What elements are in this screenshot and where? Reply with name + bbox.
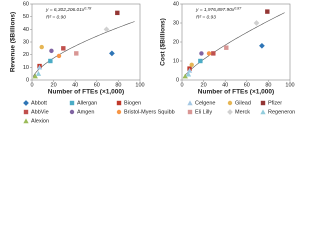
point <box>35 71 42 76</box>
legend-label: AbbVie <box>31 109 49 115</box>
legend-label: Bristol-Myers Squibb <box>124 109 175 115</box>
equation-text: y = 1,976,897.90x <box>195 7 235 13</box>
r-squared: R² = 0.93 <box>196 14 216 20</box>
legend-marker <box>227 109 233 115</box>
equation: y = 6,302,206.01x0.78 <box>45 6 91 13</box>
x-tick-label: 0 <box>30 82 33 88</box>
y-tick-label: 30 <box>173 20 179 26</box>
point <box>206 51 212 56</box>
legend-marker <box>69 100 75 106</box>
y-tick-label: 0 <box>26 77 29 83</box>
equation-exponent: 0.78 <box>84 6 91 10</box>
x-tick-label: 80 <box>115 82 121 88</box>
y-tick-label: 30 <box>23 39 29 45</box>
legend-label: Biogen <box>124 100 141 106</box>
legend-label: Celgene <box>195 100 216 106</box>
y-tick-label: 40 <box>23 27 29 33</box>
x-axis-label: Number of FTEs (×1,000) <box>198 89 274 96</box>
point <box>189 62 194 67</box>
point <box>224 45 229 50</box>
point <box>32 73 38 79</box>
point <box>115 10 120 16</box>
legend-label: Merck <box>235 109 250 115</box>
x-tick-label: 60 <box>94 82 100 88</box>
legend-label: Alexion <box>31 118 49 124</box>
y-tick-label: 0 <box>176 77 179 83</box>
legend-marker <box>187 109 193 115</box>
point <box>39 44 44 50</box>
point <box>182 73 188 79</box>
y-tick-label: 10 <box>23 65 29 71</box>
x-tick-label: 20 <box>51 82 57 88</box>
legend-marker <box>227 100 233 106</box>
point <box>103 26 110 33</box>
point <box>199 51 204 56</box>
legend-marker <box>187 100 193 106</box>
legend-marker <box>23 100 29 106</box>
y-tick-label: 20 <box>23 52 29 58</box>
x-tick-label: 20 <box>201 82 207 88</box>
x-tick-label: 40 <box>222 82 228 88</box>
legend-marker <box>260 109 266 115</box>
x-tick-label: 40 <box>72 82 78 88</box>
x-tick-label: 60 <box>244 82 250 88</box>
legend-marker <box>69 109 75 115</box>
legend-label: Regeneron <box>268 109 295 115</box>
legend-marker <box>23 109 29 115</box>
point <box>185 71 192 77</box>
trendline <box>32 21 135 77</box>
y-axis-label: Revenue ($Billions) <box>10 12 17 72</box>
y-tick-label: 10 <box>173 58 179 64</box>
trendline <box>182 12 285 79</box>
x-tick-label: 80 <box>265 82 271 88</box>
equation: y = 1,976,897.90x0.87 <box>195 6 242 13</box>
x-tick-label: 100 <box>135 82 144 88</box>
y-tick-label: 40 <box>173 1 179 7</box>
legend-marker <box>23 118 29 124</box>
point <box>253 20 260 26</box>
point <box>211 51 216 56</box>
point <box>198 58 203 64</box>
point <box>109 50 115 57</box>
legend-label: Allergan <box>77 100 97 106</box>
point <box>74 51 79 56</box>
point <box>259 42 265 49</box>
legend-marker <box>116 109 122 115</box>
legend-label: Pfizer <box>268 100 282 106</box>
equation-text: y = 6,302,206.01x <box>45 7 85 13</box>
point <box>49 48 54 54</box>
legend-marker <box>260 100 266 106</box>
point <box>48 58 53 64</box>
y-tick-label: 50 <box>23 14 29 20</box>
x-axis-label: Number of FTEs (×1,000) <box>48 89 124 96</box>
x-tick-label: 100 <box>285 82 294 88</box>
legend-marker <box>116 100 122 106</box>
point <box>265 9 270 14</box>
point <box>186 67 193 73</box>
r-squared: R² = 0.90 <box>46 14 66 20</box>
y-tick-label: 20 <box>173 39 179 45</box>
point <box>61 46 66 51</box>
legend-label: Abbott <box>31 100 47 106</box>
legend-label: Gilead <box>235 100 251 106</box>
point <box>36 64 43 70</box>
equation-exponent: 0.87 <box>234 6 242 10</box>
legend-label: Eli Lilly <box>195 109 212 115</box>
y-tick-label: 60 <box>23 1 29 7</box>
legend-label: Amgen <box>77 109 94 115</box>
point <box>56 53 62 59</box>
x-tick-label: 0 <box>180 82 183 88</box>
y-axis-label: Cost ($Billions) <box>160 18 167 66</box>
